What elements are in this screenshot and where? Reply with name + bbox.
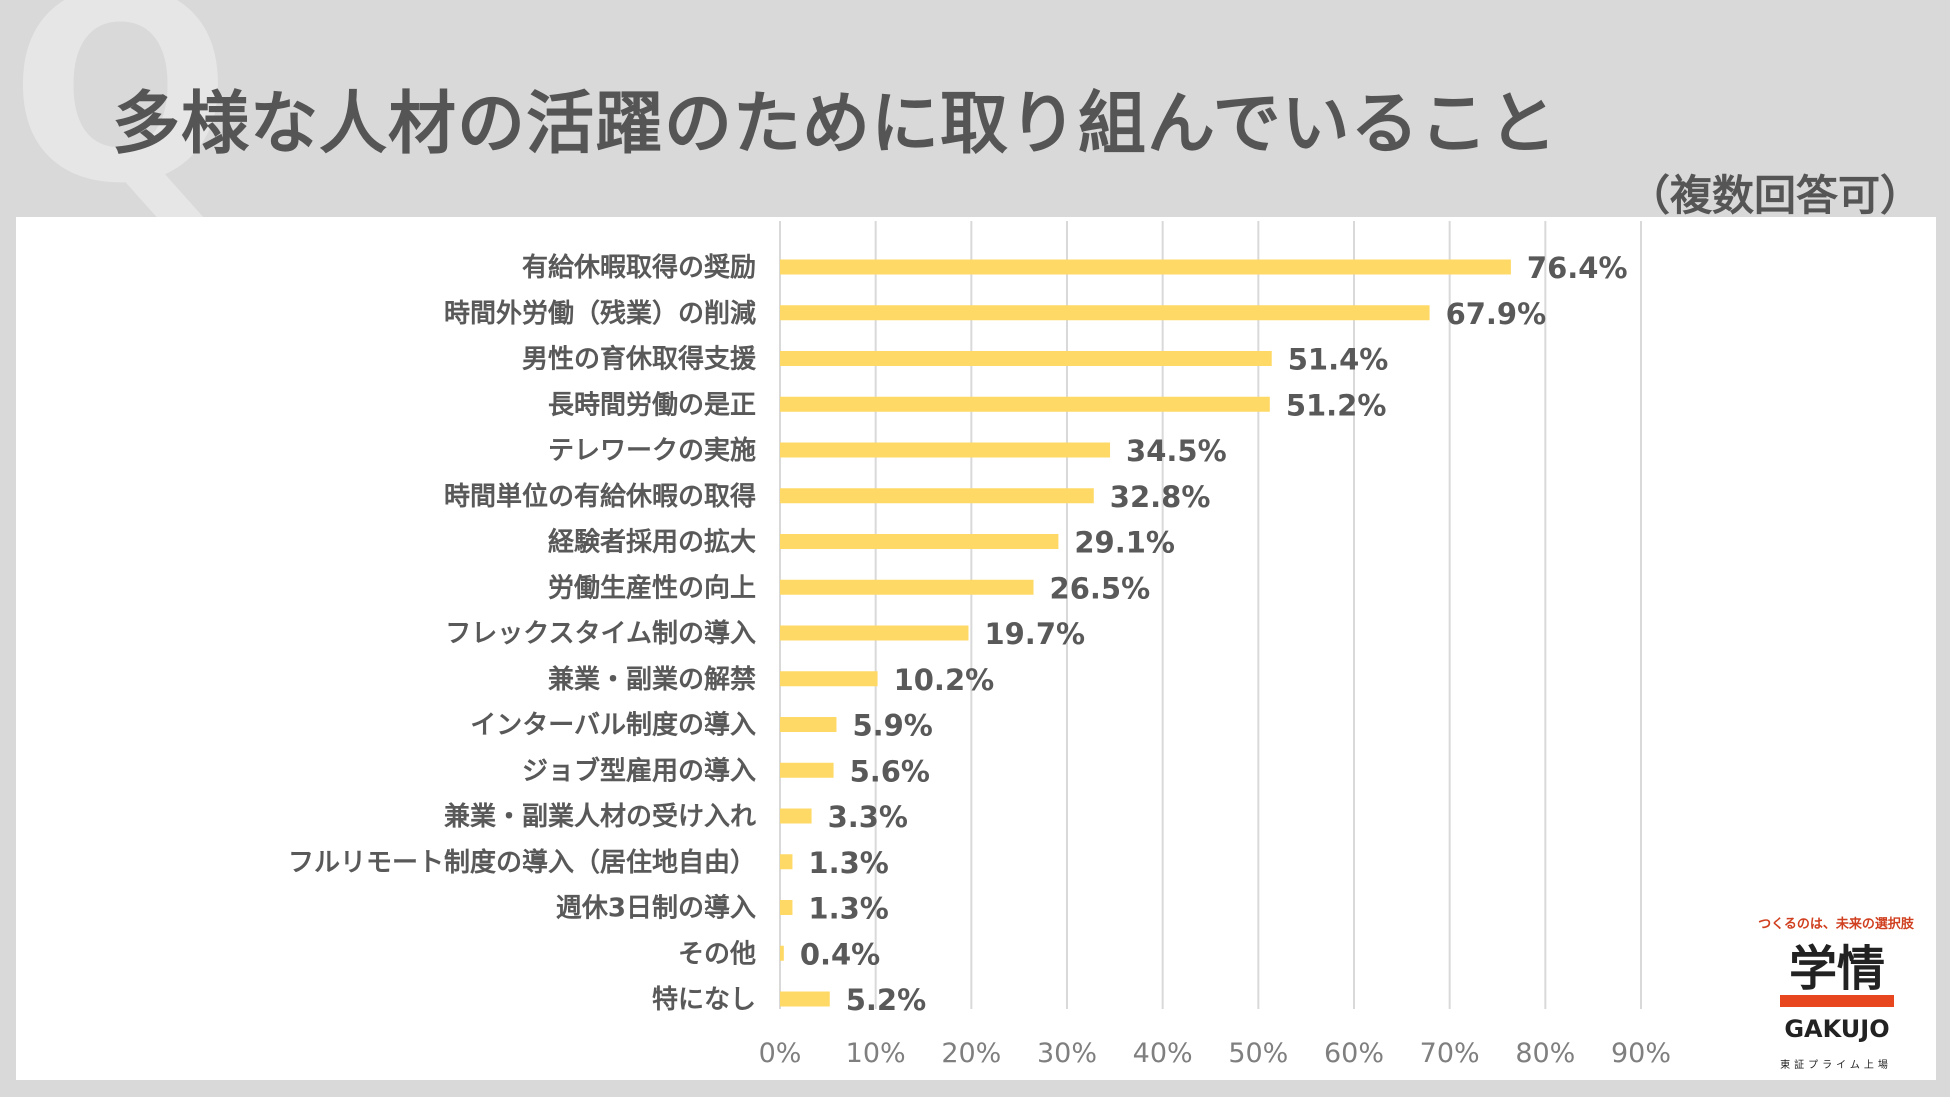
category-label: フレックスタイム制の導入 xyxy=(445,618,756,649)
category-label: 経験者採用の拡大 xyxy=(548,527,756,558)
logo-kanji: 学情 xyxy=(1789,941,1885,997)
category-label: 兼業・副業の解禁 xyxy=(548,664,756,695)
data-label: 1.3% xyxy=(808,892,888,926)
bar xyxy=(780,488,1094,504)
data-label: 5.2% xyxy=(846,983,926,1017)
data-label: 10.2% xyxy=(894,663,995,697)
bar xyxy=(780,625,969,641)
category-label: 特になし xyxy=(652,984,756,1015)
bar xyxy=(780,900,793,915)
bar xyxy=(780,671,878,687)
data-label: 29.1% xyxy=(1074,526,1175,560)
data-label: 0.4% xyxy=(800,937,880,971)
logo-market: 東証プライム上場 xyxy=(1780,1060,1892,1071)
data-label: 34.5% xyxy=(1126,434,1227,468)
bar xyxy=(780,442,1111,458)
data-label: 51.2% xyxy=(1286,388,1387,422)
data-label: 3.3% xyxy=(828,800,908,834)
bar xyxy=(780,534,1059,549)
category-label: 時間単位の有給休暇の取得 xyxy=(444,481,756,512)
logo-name: GAKUJO xyxy=(1784,1015,1889,1043)
x-tick-label: 50% xyxy=(1228,1038,1288,1069)
data-label: 1.3% xyxy=(808,846,888,880)
chart-panel: 0% 10% 20% 30% 40% 50% 60% 70% 80% 90% 有給休暇取得の奨励 76… xyxy=(16,217,1936,1080)
data-label: 76.4% xyxy=(1527,251,1628,285)
x-tick-label: 60% xyxy=(1324,1038,1384,1069)
gakujo-logo-mark: 学情 GAKUJO xyxy=(1780,941,1894,1043)
page-title: 多様な人材の活躍のために取り組んでいること xyxy=(112,85,1558,164)
data-label: 5.6% xyxy=(850,754,930,788)
x-tick-label: 20% xyxy=(941,1038,1001,1069)
category-label: その他 xyxy=(678,939,756,969)
x-tick-label: 0% xyxy=(759,1038,802,1069)
data-label: 32.8% xyxy=(1110,480,1211,514)
bar xyxy=(780,808,812,824)
logo-stripe xyxy=(1780,995,1894,1007)
category-label: 週休3日制の導入 xyxy=(556,893,756,924)
category-label: 男性の育休取得支援 xyxy=(522,344,757,375)
bar xyxy=(780,579,1034,595)
data-label: 51.4% xyxy=(1288,343,1389,377)
category-label: テレワークの実施 xyxy=(548,435,756,466)
bar xyxy=(780,259,1511,275)
category-label: 労働生産性の向上 xyxy=(548,572,756,603)
data-label: 26.5% xyxy=(1050,571,1151,605)
x-tick-label: 90% xyxy=(1611,1038,1671,1069)
data-label: 5.9% xyxy=(852,709,932,743)
bar xyxy=(780,351,1272,366)
bar xyxy=(780,762,834,778)
x-tick-label: 70% xyxy=(1420,1038,1480,1069)
bar xyxy=(780,991,830,1007)
bar xyxy=(780,717,837,732)
x-tick-label: 10% xyxy=(846,1038,906,1069)
x-tick-label: 30% xyxy=(1037,1038,1097,1069)
x-tick-label: 40% xyxy=(1133,1038,1193,1069)
category-label: 兼業・副業人材の受け入れ xyxy=(444,801,756,832)
logo-tagline: つくるのは、未来の選択肢 xyxy=(1758,917,1914,932)
category-label: 長時間労働の是正 xyxy=(548,390,756,420)
bar xyxy=(780,396,1270,412)
bar xyxy=(780,305,1430,321)
page-subtitle: （複数回答可） xyxy=(1627,171,1922,220)
category-label: インターバル制度の導入 xyxy=(470,710,756,741)
category-label: 有給休暇取得の奨励 xyxy=(522,252,756,283)
category-label: ジョブ型雇用の導入 xyxy=(522,755,756,786)
bar xyxy=(780,945,784,961)
data-label: 67.9% xyxy=(1446,297,1547,331)
bar xyxy=(780,854,793,870)
bar-chart: 0% 10% 20% 30% 40% 50% 60% 70% 80% 90% 有給休暇取得の奨励 76… xyxy=(288,221,1671,1069)
x-tick-label: 80% xyxy=(1515,1038,1575,1069)
data-label: 19.7% xyxy=(984,617,1085,651)
category-label: 時間外労働（残業）の削減 xyxy=(444,299,756,329)
gakujo-logo: つくるのは、未来の選択肢 学情 GAKUJO 東証プライム上場 xyxy=(1746,913,1926,1071)
category-label: フルリモート制度の導入（居住地自由） xyxy=(288,847,756,878)
q-watermark: Q xyxy=(10,0,232,241)
